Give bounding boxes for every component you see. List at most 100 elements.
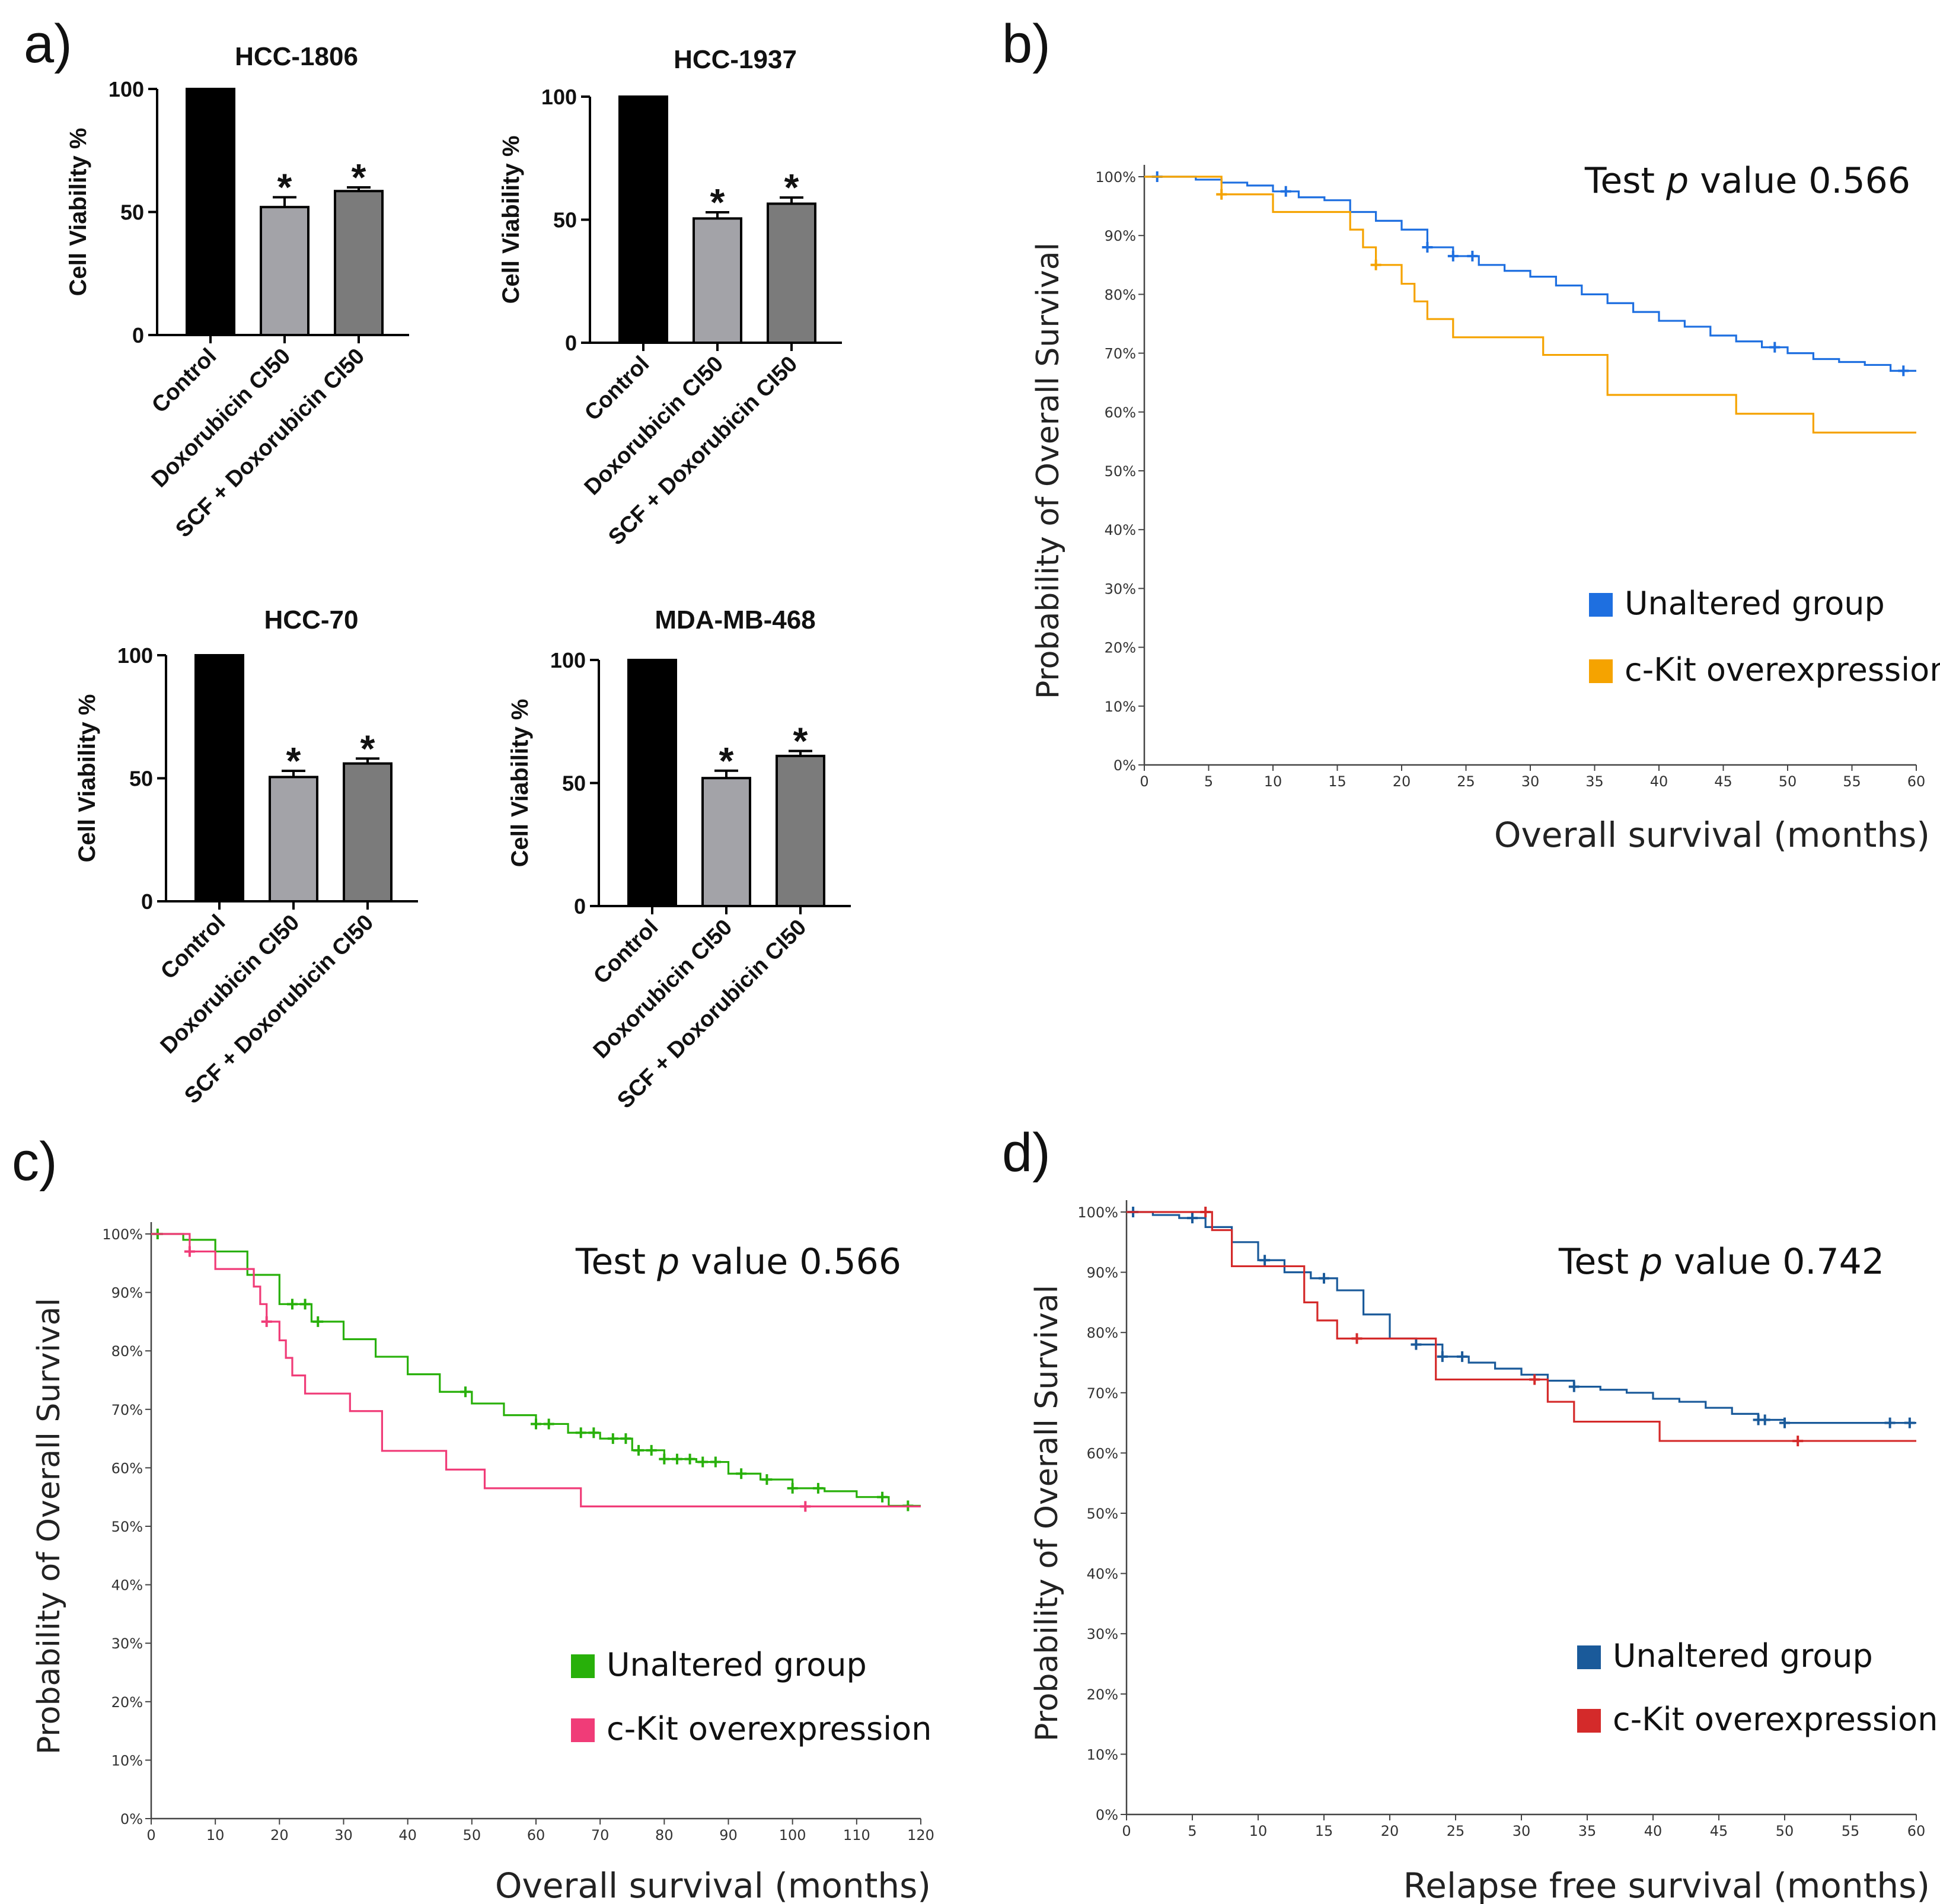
y-tick-label: 0%	[1096, 1807, 1118, 1823]
y-tick-label: 70%	[1087, 1385, 1118, 1402]
km-plot-relapse-free-survival-d: 0% 10% 20% 30% 40% 50% 60% 70% 80% 90% 100% 0 5 10 15 2…	[1029, 1200, 1938, 1904]
y-axis-label: Probability of Overall Survival	[1029, 1285, 1065, 1742]
censor-mark	[1422, 242, 1433, 253]
y-tick-label: 30%	[1105, 581, 1136, 597]
survival-curve	[151, 1233, 921, 1508]
x-tick-label: 70	[591, 1827, 610, 1844]
x-tick-label: 35	[1578, 1823, 1597, 1839]
censor-mark	[1187, 1213, 1198, 1224]
p-value-annotation: Test p value 0.566	[575, 1241, 901, 1283]
legend-swatch	[571, 1718, 595, 1742]
y-tick-label: 70%	[1105, 346, 1136, 362]
censor-mark	[575, 1427, 586, 1439]
category-label: Doxorubicin CI50	[156, 910, 305, 1059]
bar	[618, 95, 668, 344]
significance-star: *	[719, 739, 734, 782]
panel-label-b: b)	[1002, 14, 1051, 74]
x-tick-label: 10	[206, 1827, 225, 1844]
x-axis-label: Overall survival (months)	[1494, 815, 1930, 855]
km-plot-overall-survival-b: 0% 10% 20% 30% 40% 50% 60% 70% 80% 90% 100% 0 5 10 15 2…	[1030, 160, 1940, 855]
legend-swatch	[1589, 593, 1613, 617]
y-tick-label: 70%	[111, 1402, 143, 1418]
y-tick-label: 0	[574, 894, 586, 918]
survival-curve	[1144, 176, 1916, 372]
y-tick-label: 80%	[1105, 286, 1136, 303]
y-axis-label: Probability of Overall Survival	[1030, 243, 1066, 699]
y-tick-label: 10%	[1087, 1746, 1118, 1763]
y-tick-label: 100	[117, 643, 153, 668]
bar-chart-hcc-1806: HCC-1806 Cell Viability % 0 50 100 Control * Do…	[65, 42, 409, 543]
legend-swatch	[1577, 1709, 1601, 1733]
x-axis-label: Overall survival (months)	[495, 1865, 931, 1904]
y-tick-label: 20%	[1105, 640, 1136, 656]
y-tick-label: 0%	[1113, 757, 1136, 774]
censor-mark	[1216, 189, 1227, 200]
x-tick-label: 60	[1907, 1823, 1926, 1839]
bar	[776, 754, 825, 907]
x-tick-label: 5	[1204, 773, 1213, 790]
x-tick-label: 55	[1842, 1823, 1860, 1839]
y-tick-label: 60%	[1105, 404, 1136, 421]
y-tick-label: 90%	[1087, 1265, 1118, 1281]
y-tick-label: 100	[550, 648, 586, 672]
x-tick-label: 30	[1521, 773, 1540, 790]
significance-star: *	[352, 156, 366, 199]
chart-title: HCC-1937	[674, 45, 797, 74]
significance-star: *	[286, 739, 301, 782]
chart-title: MDA-MB-468	[655, 605, 815, 634]
censor-mark	[1898, 365, 1909, 377]
censor-mark	[812, 1482, 824, 1494]
x-tick-label: 50	[1779, 773, 1797, 790]
y-tick-label: 40%	[111, 1577, 143, 1594]
censor-mark	[1769, 342, 1781, 353]
legend-label: c-Kit overexpression	[607, 1710, 931, 1747]
censor-mark	[543, 1418, 554, 1430]
legend-swatch	[571, 1654, 595, 1678]
x-tick-label: 100	[779, 1827, 806, 1844]
censor-mark	[1259, 1255, 1271, 1266]
y-axis-label: Probability of Overall Survival	[31, 1298, 67, 1755]
censor-mark	[710, 1456, 721, 1468]
survival-curve	[1127, 1211, 1916, 1424]
category-label: Doxorubicin CI50	[580, 352, 729, 500]
censor-mark	[659, 1453, 670, 1465]
y-tick-label: 0	[132, 323, 144, 347]
censor-mark	[684, 1453, 695, 1465]
y-tick-label: 50	[553, 208, 577, 232]
censor-mark	[531, 1418, 541, 1430]
category-label: Control	[580, 352, 654, 426]
censor-mark	[1904, 1417, 1915, 1428]
censor-mark	[800, 1501, 811, 1512]
y-tick-label: 50	[120, 200, 144, 225]
censor-mark	[620, 1433, 631, 1444]
censor-mark	[1884, 1417, 1896, 1428]
censor-mark	[1779, 1417, 1790, 1428]
x-tick-label: 30	[334, 1827, 353, 1844]
censor-mark	[460, 1386, 471, 1398]
x-tick-label: 30	[1513, 1823, 1531, 1839]
chart-title: HCC-70	[264, 605, 359, 634]
legend-label: Unaltered group	[1625, 585, 1885, 622]
x-tick-label: 25	[1457, 773, 1475, 790]
y-tick-label: 60%	[111, 1460, 143, 1476]
y-tick-label: 100%	[102, 1226, 143, 1243]
panel-label-d: d)	[1002, 1122, 1051, 1183]
x-tick-label: 110	[843, 1827, 870, 1844]
y-tick-label: 80%	[111, 1343, 143, 1360]
legend-swatch	[1577, 1645, 1601, 1669]
censor-mark	[1792, 1436, 1804, 1447]
significance-star: *	[784, 166, 799, 209]
x-tick-label: 15	[1328, 773, 1346, 790]
x-axis-label: Relapse free survival (months)	[1403, 1865, 1930, 1904]
x-tick-label: 20	[270, 1827, 289, 1844]
p-value-annotation: Test p value 0.742	[1558, 1241, 1884, 1283]
censor-mark	[1319, 1272, 1329, 1284]
y-axis-label: Cell Viability %	[65, 128, 91, 296]
y-tick-label: 0	[141, 889, 153, 914]
survival-curve	[1127, 1211, 1916, 1442]
panel-label-a: a)	[24, 14, 72, 74]
y-tick-label: 30%	[111, 1635, 143, 1652]
bar-chart-mda-mb-468: MDA-MB-468 Cell Viability % 0 50 100 Control *…	[507, 605, 851, 1114]
legend-label: Unaltered group	[607, 1646, 867, 1683]
y-tick-label: 100%	[1077, 1204, 1118, 1221]
